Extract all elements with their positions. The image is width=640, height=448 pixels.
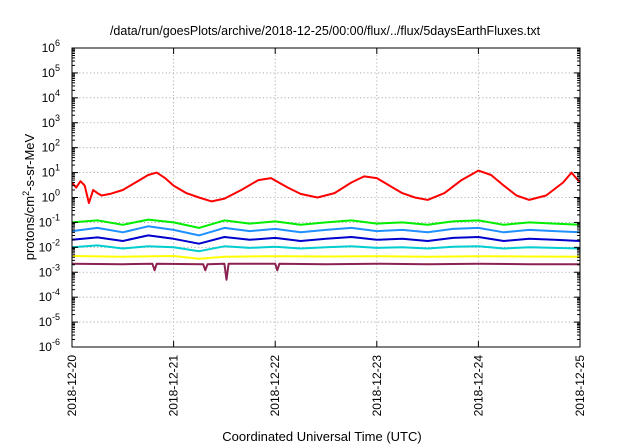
axis-ticks <box>71 47 581 348</box>
gridlines <box>71 47 581 348</box>
y-tick-label-base: 10 <box>39 290 53 304</box>
y-tick-label-base: 10 <box>42 116 56 130</box>
y-tick-label-exp: 3 <box>55 113 60 123</box>
y-tick-label-base: 10 <box>42 141 56 155</box>
y-tick-label-exp: -6 <box>52 337 60 347</box>
y-tick-label-exp: 4 <box>55 88 60 98</box>
x-tick-label: 2018-12-23 <box>370 355 384 417</box>
series-line-6 <box>71 255 581 260</box>
x-tick-label: 2018-12-20 <box>65 355 79 417</box>
y-tick-label-exp: 5 <box>55 63 60 73</box>
y-tick-label-exp: -1 <box>52 212 60 222</box>
y-tick-label-base: 10 <box>39 265 53 279</box>
series-line-5 <box>71 244 581 253</box>
series-line-4 <box>71 234 581 245</box>
y-axis-label: protons/cm2-s-sr-MeV <box>21 133 37 260</box>
y-axis-label-base: protons/cm <box>22 196 37 260</box>
y-tick-label: 100 <box>42 188 60 205</box>
y-tick-label: 103 <box>42 113 60 130</box>
y-tick-label: 106 <box>42 38 60 55</box>
y-tick-label-base: 10 <box>42 66 56 80</box>
x-tick-labels: 2018-12-20 2018-12-21 2018-12-22 2018-12-23… <box>65 355 587 417</box>
y-tick-label-base: 10 <box>39 215 53 229</box>
series-layer <box>71 169 581 281</box>
y-tick-label: 10-3 <box>39 262 60 279</box>
y-tick-label-exp: -5 <box>52 312 60 322</box>
y-tick-label: 10-6 <box>39 337 60 354</box>
y-tick-label-base: 10 <box>39 240 53 254</box>
y-tick-label-exp: 1 <box>55 163 60 173</box>
series-line-3 <box>71 225 581 237</box>
x-tick-label: 2018-12-24 <box>471 355 485 417</box>
y-tick-label: 104 <box>42 88 60 105</box>
series-line-7 <box>71 262 580 281</box>
y-tick-label: 10-4 <box>39 287 60 304</box>
y-tick-label-base: 10 <box>39 315 53 329</box>
x-tick-label: 2018-12-21 <box>167 355 181 417</box>
x-axis-label: Coordinated Universal Time (UTC) <box>222 429 421 444</box>
y-tick-label-base: 10 <box>42 191 56 205</box>
y-tick-label-exp: 2 <box>55 138 60 148</box>
y-tick-label-base: 10 <box>42 91 56 105</box>
y-tick-label-base: 10 <box>39 340 53 354</box>
chart-title: /data/run/goesPlots/archive/2018-12-25/0… <box>110 24 541 38</box>
y-tick-label-exp: 6 <box>55 38 60 48</box>
series-line-2 <box>71 218 581 229</box>
y-axis-label-rest: -s-sr-MeV <box>22 133 37 190</box>
x-tick-label: 2018-12-22 <box>268 355 282 417</box>
series-line-1 <box>71 169 581 204</box>
y-tick-label-exp: -2 <box>52 237 60 247</box>
y-tick-label-base: 10 <box>42 41 56 55</box>
x-tick-label: 2018-12-25 <box>573 355 587 417</box>
y-axis-label-sup: 2 <box>21 191 31 196</box>
y-tick-label: 102 <box>42 138 60 155</box>
y-tick-label-exp: -3 <box>52 262 60 272</box>
y-tick-label: 10-2 <box>39 237 60 254</box>
y-tick-label: 10-1 <box>39 212 60 229</box>
y-tick-label-exp: -4 <box>52 287 60 297</box>
y-tick-label: 105 <box>42 63 60 80</box>
y-tick-label-base: 10 <box>42 166 56 180</box>
y-tick-label: 101 <box>42 163 60 180</box>
y-tick-label: 10-5 <box>39 312 60 329</box>
y-tick-label-exp: 0 <box>55 188 60 198</box>
y-tick-labels: 10-610-510-410-310-210-11001011021031041… <box>39 38 60 354</box>
